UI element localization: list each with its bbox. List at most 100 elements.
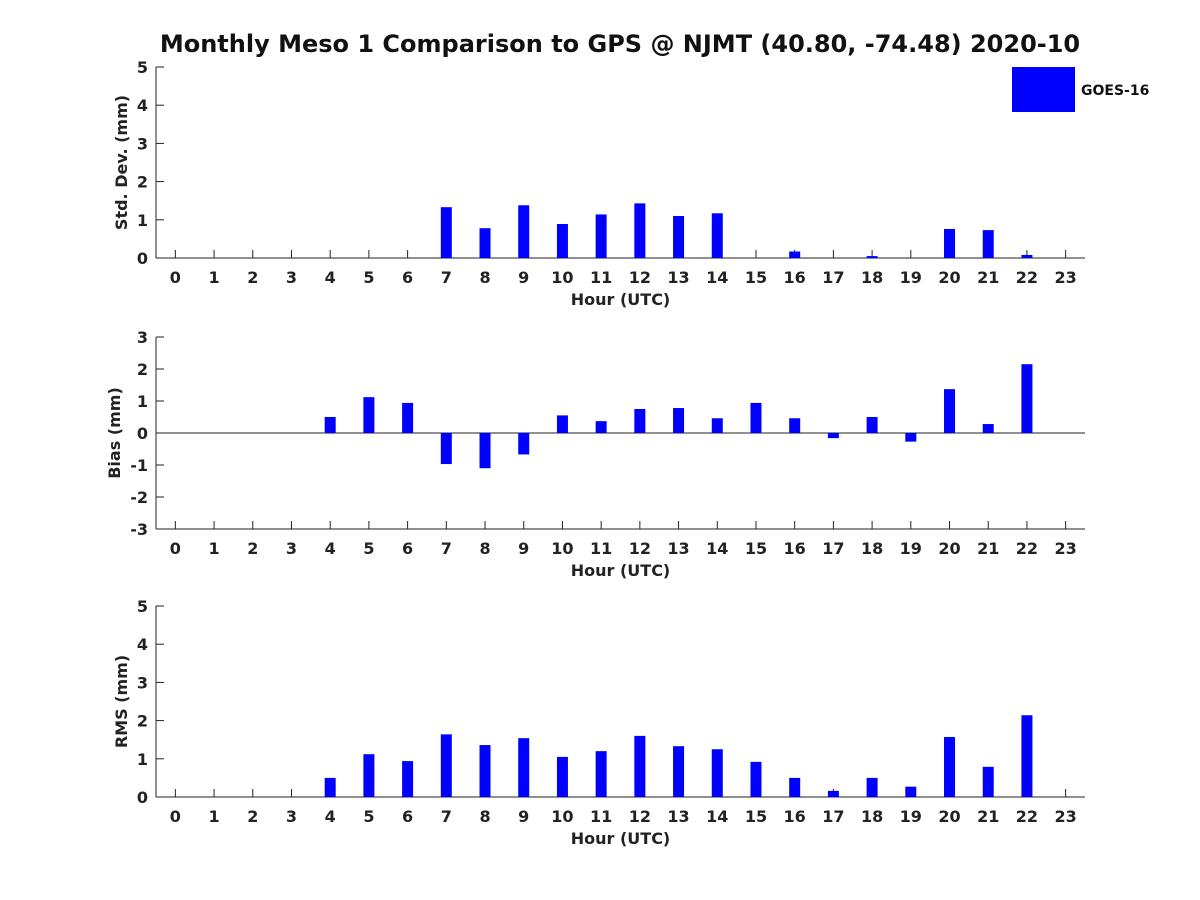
x-tick-label: 10: [551, 268, 573, 287]
bar-hour-13: [673, 408, 685, 433]
x-tick-label: 13: [667, 539, 689, 558]
x-tick-label: 17: [822, 268, 844, 287]
bar-hour-11: [595, 214, 607, 258]
x-tick-label: 8: [479, 268, 490, 287]
bar-hour-9: [518, 433, 530, 455]
x-tick-label: 6: [402, 539, 413, 558]
x-tick-label: 11: [590, 268, 612, 287]
x-tick-label: 5: [363, 539, 374, 558]
bar-hour-12: [634, 735, 646, 797]
bar-hour-18: [866, 417, 878, 433]
x-tick-label: 8: [479, 807, 490, 826]
x-tick-label: 22: [1016, 807, 1038, 826]
legend-label: GOES-16: [1081, 83, 1149, 99]
bar-hour-8: [479, 745, 491, 797]
x-tick-label: 15: [745, 268, 767, 287]
bar-hour-22: [1021, 715, 1033, 797]
x-tick-label: 23: [1055, 268, 1077, 287]
x-tick-label: 11: [590, 807, 612, 826]
bar-hour-4: [324, 417, 336, 433]
x-tick-label: 21: [977, 268, 999, 287]
bar-hour-20: [944, 389, 956, 433]
bar-hour-7: [440, 433, 452, 465]
y-tick-label: 3: [137, 673, 148, 692]
y-tick-label: 2: [137, 712, 148, 731]
x-tick-label: 2: [247, 807, 258, 826]
x-axis-title: Hour (UTC): [571, 290, 671, 309]
bar-hour-20: [944, 228, 956, 258]
bar-hour-14: [711, 418, 723, 433]
x-tick-label: 1: [208, 539, 219, 558]
bar-hour-22: [1021, 254, 1033, 258]
bar-hour-19: [905, 433, 917, 442]
legend: GOES-16: [1012, 67, 1149, 112]
x-tick-label: 10: [551, 539, 573, 558]
bar-hour-16: [789, 777, 801, 797]
x-tick-label: 13: [667, 807, 689, 826]
bar-hour-12: [634, 203, 646, 258]
x-tick-label: 2: [247, 268, 258, 287]
x-tick-label: 9: [518, 268, 529, 287]
x-tick-label: 0: [170, 268, 181, 287]
bar-hour-21: [982, 424, 994, 433]
y-tick-label: 3: [137, 134, 148, 153]
x-tick-label: 9: [518, 539, 529, 558]
x-tick-label: 1: [208, 807, 219, 826]
bar-hour-11: [595, 751, 607, 797]
bar-hour-9: [518, 205, 530, 258]
bar-hour-21: [982, 230, 994, 258]
x-tick-label: 7: [441, 539, 452, 558]
bar-hour-8: [479, 228, 491, 258]
x-tick-label: 1: [208, 268, 219, 287]
y-tick-label: -2: [130, 488, 148, 507]
x-tick-label: 23: [1055, 539, 1077, 558]
bar-hour-14: [711, 213, 723, 258]
x-axis-title: Hour (UTC): [571, 829, 671, 848]
bar-hour-6: [402, 761, 414, 797]
bar-hour-14: [711, 749, 723, 797]
x-tick-label: 16: [784, 268, 806, 287]
x-tick-label: 14: [706, 268, 728, 287]
y-tick-label: 1: [137, 211, 148, 230]
x-tick-label: 23: [1055, 807, 1077, 826]
x-tick-label: 21: [977, 807, 999, 826]
bar-hour-22: [1021, 364, 1033, 433]
bar-hour-11: [595, 421, 607, 433]
x-tick-label: 22: [1016, 268, 1038, 287]
x-tick-label: 12: [629, 807, 651, 826]
bar-hour-18: [866, 256, 878, 258]
x-tick-label: 3: [286, 807, 297, 826]
x-tick-label: 22: [1016, 539, 1038, 558]
bar-hour-19: [905, 786, 917, 797]
x-tick-label: 4: [325, 268, 336, 287]
x-tick-label: 6: [402, 807, 413, 826]
x-tick-label: 0: [170, 539, 181, 558]
y-tick-label: 4: [137, 96, 148, 115]
legend-swatch: [1012, 67, 1075, 112]
y-tick-label: 0: [137, 249, 148, 268]
x-tick-label: 21: [977, 539, 999, 558]
bar-hour-9: [518, 738, 530, 797]
y-tick-label: 5: [137, 597, 148, 616]
x-tick-label: 19: [900, 268, 922, 287]
bar-hour-16: [789, 418, 801, 433]
x-tick-label: 20: [938, 807, 960, 826]
bar-hour-21: [982, 766, 994, 797]
y-axis-title: RMS (mm): [112, 655, 131, 748]
bar-hour-10: [556, 224, 568, 258]
bar-hour-13: [673, 215, 685, 258]
x-tick-label: 19: [900, 539, 922, 558]
bar-hour-20: [944, 737, 956, 797]
y-axis-title: Bias (mm): [105, 387, 124, 479]
x-tick-label: 5: [363, 807, 374, 826]
x-tick-label: 20: [938, 539, 960, 558]
x-tick-label: 12: [629, 539, 651, 558]
y-tick-label: 0: [137, 424, 148, 443]
y-tick-label: 1: [137, 392, 148, 411]
x-tick-label: 15: [745, 539, 767, 558]
chart-title: Monthly Meso 1 Comparison to GPS @ NJMT …: [159, 30, 1081, 58]
